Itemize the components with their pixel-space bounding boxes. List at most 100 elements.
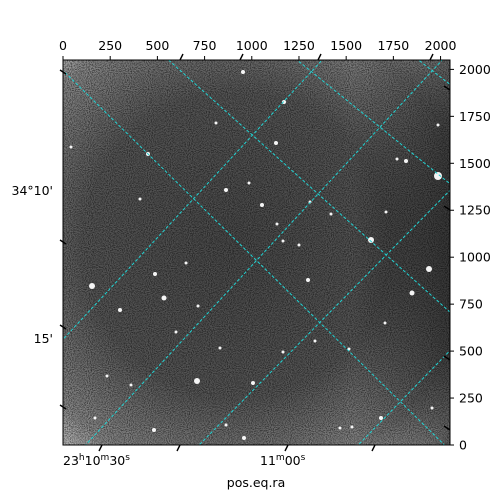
star (224, 188, 228, 192)
top-tick-label: 0 (59, 38, 67, 53)
x-axis-label: pos.eq.ra (227, 475, 285, 490)
star (384, 210, 388, 214)
star (274, 141, 278, 145)
world-axis-ticks (59, 53, 451, 452)
right-tick-label: 1000 (459, 250, 491, 265)
grid-line (84, 60, 443, 445)
star (89, 283, 95, 289)
star (409, 290, 415, 296)
top-tick-label: 1750 (377, 38, 409, 53)
star (153, 272, 157, 276)
star (329, 212, 333, 216)
coordinate-grid (63, 60, 450, 445)
star (241, 70, 245, 74)
star (251, 381, 255, 385)
star (368, 237, 374, 243)
star (281, 350, 285, 354)
world-tick (284, 444, 289, 452)
star (297, 243, 301, 247)
top-tick-label: 1000 (236, 38, 268, 53)
star (184, 261, 188, 265)
star (313, 339, 317, 343)
right-tick-label: 1250 (459, 203, 491, 218)
ra-label-first: 23h10m30s (63, 453, 130, 468)
star (196, 304, 200, 308)
sky-image (63, 60, 450, 445)
top-tick-label: 500 (145, 38, 169, 53)
star (383, 321, 387, 325)
dec-label-second: 15' (34, 331, 53, 346)
world-tick (98, 444, 103, 452)
top-tick-label: 250 (98, 38, 122, 53)
star (379, 416, 383, 420)
world-tick (176, 444, 181, 452)
world-tick (59, 69, 67, 75)
grid-line (63, 60, 323, 341)
right-tick-label: 0 (459, 438, 467, 453)
top-tick-label: 2000 (425, 38, 457, 53)
star (161, 295, 167, 301)
right-tick-label: 250 (459, 391, 483, 406)
star (214, 121, 218, 125)
star (275, 222, 279, 226)
star (194, 378, 200, 384)
right-tick-label: 750 (459, 297, 483, 312)
star (281, 239, 285, 243)
world-tick (429, 53, 434, 61)
star (93, 416, 97, 420)
star (395, 157, 399, 161)
star (338, 426, 342, 430)
star (105, 374, 109, 378)
star (434, 172, 442, 180)
top-tick-label: 750 (193, 38, 217, 53)
grid-line (417, 60, 450, 86)
star (242, 436, 246, 440)
star (350, 425, 354, 429)
right-tick-label: 1500 (459, 156, 491, 171)
world-tick (59, 324, 67, 330)
star (129, 383, 133, 387)
star (224, 423, 228, 427)
grid-line (357, 349, 450, 445)
world-tick (443, 205, 451, 211)
star (174, 330, 178, 334)
world-tick (443, 425, 451, 431)
star (247, 181, 251, 185)
grid-line (63, 69, 446, 445)
world-tick (59, 404, 67, 410)
world-tick (59, 239, 67, 245)
right-tick-label: 2000 (459, 62, 491, 77)
right-tick-label: 500 (459, 344, 483, 359)
star (436, 123, 440, 127)
star (152, 428, 156, 432)
star (218, 346, 222, 350)
right-shading (63, 60, 450, 445)
star (138, 197, 142, 201)
star (282, 100, 286, 104)
world-tick (239, 53, 244, 61)
grid-line (198, 189, 450, 445)
top-pixel-axis: 0 250 500 750 1000 1250 1500 1750 2000 (59, 38, 457, 60)
top-tick-label: 1250 (283, 38, 315, 53)
star (404, 159, 408, 163)
star (260, 203, 264, 207)
ra-label-second: 11m00s (260, 453, 306, 468)
world-tick (371, 444, 376, 452)
world-tick (443, 85, 451, 91)
star (306, 278, 310, 282)
world-tick (443, 355, 451, 361)
star (430, 406, 434, 410)
star (426, 266, 432, 272)
plot-frame (62, 59, 451, 446)
right-tick-label: 1750 (459, 109, 491, 124)
star (69, 145, 73, 149)
star (118, 308, 122, 312)
world-tick (317, 53, 322, 61)
top-tick-label: 1500 (330, 38, 362, 53)
right-pixel-axis: 0 250 500 750 1000 1250 1500 1750 2000 (450, 62, 491, 453)
dec-label-first: 34°10' (12, 183, 54, 198)
world-tick (179, 53, 184, 61)
grid-line (296, 60, 450, 185)
star (347, 347, 351, 351)
